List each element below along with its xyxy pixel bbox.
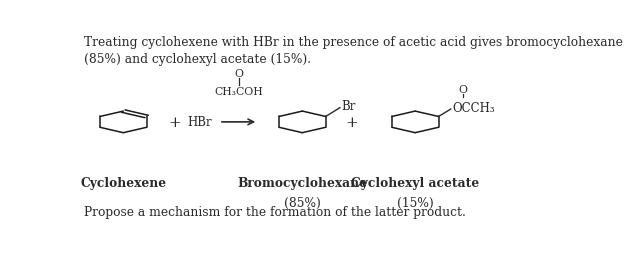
Text: Bromocyclohexane: Bromocyclohexane [237,177,367,189]
Text: O: O [234,69,243,78]
Text: O: O [458,85,468,95]
Text: +: + [345,115,358,129]
Text: +: + [168,115,181,129]
Text: Br: Br [341,100,356,113]
Text: Cyclohexene: Cyclohexene [80,177,166,189]
Text: OCCH₃: OCCH₃ [452,101,495,114]
Text: HBr: HBr [187,116,211,129]
Text: Cyclohexyl acetate: Cyclohexyl acetate [351,177,479,189]
Text: (15%): (15%) [397,196,434,209]
Text: Propose a mechanism for the formation of the latter product.: Propose a mechanism for the formation of… [84,205,466,218]
Text: Treating cyclohexene with HBr in the presence of acetic acid gives bromocyclohex: Treating cyclohexene with HBr in the pre… [84,35,623,66]
Text: (85%): (85%) [284,196,321,209]
Text: CH₃COH: CH₃COH [214,87,263,97]
